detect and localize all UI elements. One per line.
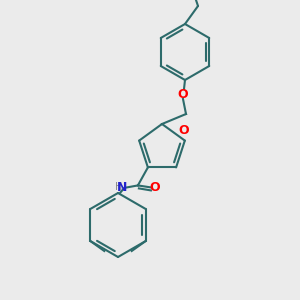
Text: O: O [178,124,189,137]
Text: N: N [116,181,127,194]
Text: O: O [178,88,188,100]
Text: H: H [115,182,122,192]
Text: O: O [150,181,160,194]
